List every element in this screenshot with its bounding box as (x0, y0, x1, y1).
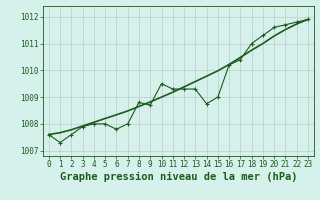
X-axis label: Graphe pression niveau de la mer (hPa): Graphe pression niveau de la mer (hPa) (60, 172, 297, 182)
